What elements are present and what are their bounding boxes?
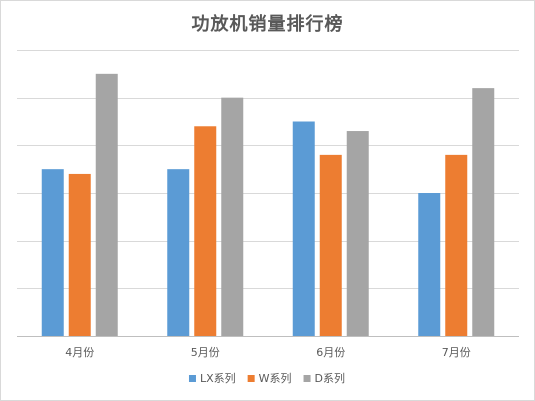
bar-1-4 xyxy=(418,193,441,336)
chart-title: 功放机销量排行榜 xyxy=(191,14,344,35)
x-tick-label: 4月份 xyxy=(65,346,94,359)
legend-label-2: W系列 xyxy=(259,371,292,385)
bar-1-3 xyxy=(292,121,315,336)
x-tick-label: 6月份 xyxy=(316,346,345,359)
bar-1-1 xyxy=(41,169,64,336)
legend-swatch-3 xyxy=(303,375,311,382)
bar-2-2 xyxy=(194,126,217,337)
bar-1-2 xyxy=(167,169,190,336)
bar-2-1 xyxy=(68,173,91,336)
bar-3-3 xyxy=(346,131,369,336)
legend-swatch-2 xyxy=(247,375,255,382)
legend-label-3: D系列 xyxy=(315,371,345,385)
bar-2-3 xyxy=(319,154,342,336)
bar-3-4 xyxy=(472,88,495,336)
bar-3-1 xyxy=(95,73,118,336)
bar-3-2 xyxy=(221,97,244,337)
x-tick-label: 7月份 xyxy=(442,346,471,359)
legend-label-1: LX系列 xyxy=(200,371,236,385)
bar-2-4 xyxy=(445,154,468,336)
x-tick-label: 5月份 xyxy=(191,346,220,359)
legend-swatch-1 xyxy=(188,375,196,382)
